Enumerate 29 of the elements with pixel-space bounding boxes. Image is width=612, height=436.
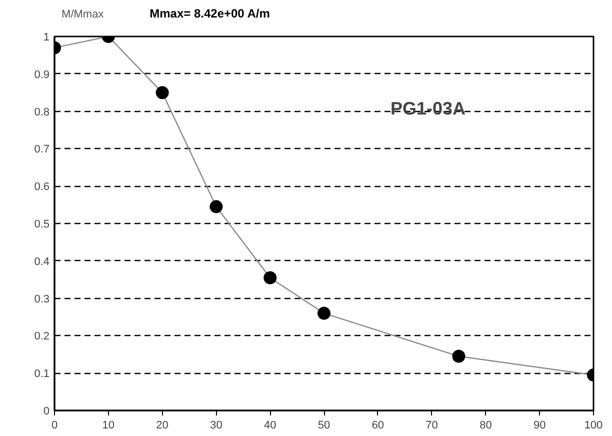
y-tick-label: 0.1 [34, 368, 50, 380]
x-tick-label: 90 [533, 420, 546, 432]
y-tick-label: 0.5 [34, 218, 50, 230]
x-tick-label: 10 [102, 420, 115, 432]
x-tick-label: 50 [318, 420, 330, 432]
x-tick-label: 30 [210, 420, 222, 432]
y-tick-label: 0 [43, 406, 50, 418]
x-tick-label: 0 [51, 420, 58, 432]
x-tick-label: 100 [584, 420, 603, 432]
y-tick-label: 0.3 [34, 293, 50, 306]
point [210, 200, 223, 214]
x-tick-label: 70 [426, 420, 438, 432]
chart-title: Mmax= 8.42e+00 A/m [150, 6, 270, 20]
y-tick-label: 0.2 [34, 330, 50, 343]
x-tick-label: 80 [480, 420, 492, 432]
point [156, 86, 169, 100]
y-tick-label: 0.4 [34, 256, 50, 268]
y-tick-label: 0.6 [34, 181, 50, 194]
y-tick-label: 0.8 [34, 106, 50, 118]
y-axis-title: M/Mmax [62, 8, 104, 20]
point [318, 306, 330, 320]
y-tick-label: 0.9 [34, 68, 50, 81]
x-tick-label: 60 [372, 420, 384, 432]
y-tick-label: 0.7 [34, 144, 50, 156]
y-tick-label: 1 [43, 32, 50, 44]
x-tick-label: 20 [156, 420, 168, 432]
x-tick-label: 40 [264, 420, 276, 432]
point [264, 271, 277, 284]
annotation: PG1-03A [390, 98, 466, 118]
